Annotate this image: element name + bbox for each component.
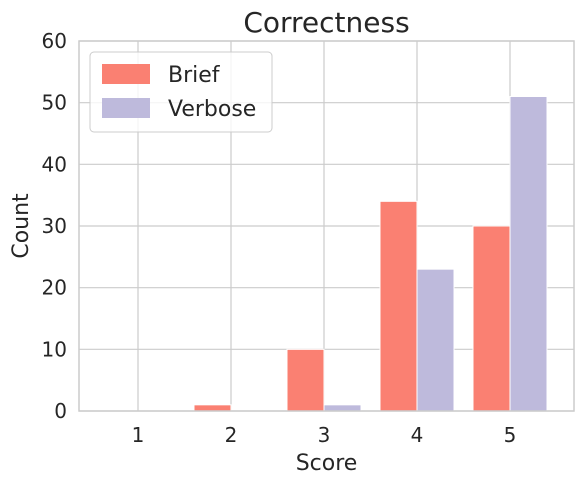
x-tick-label: 1 (132, 423, 145, 447)
x-tick-label: 3 (318, 423, 331, 447)
chart-title: Correctness (243, 6, 409, 39)
bar-brief-5 (472, 225, 511, 412)
y-tick-label: 30 (42, 214, 67, 238)
legend-label-brief: Brief (168, 63, 221, 88)
y-tick-label: 10 (42, 337, 67, 361)
y-tick-label: 50 (42, 91, 67, 115)
y-tick-label: 40 (42, 152, 67, 176)
bar-verbose-3 (323, 404, 362, 412)
bars-layer (193, 96, 548, 412)
legend: Brief Verbose (89, 51, 273, 133)
y-tick-label: 60 (42, 29, 67, 53)
y-tick-label: 20 (42, 276, 67, 300)
bar-brief-4 (379, 200, 418, 412)
plot-frame (78, 40, 575, 412)
x-axis-label: Score (296, 451, 358, 476)
x-tick-label: 4 (411, 423, 424, 447)
y-tick-label: 0 (54, 399, 67, 423)
bar-brief-2 (193, 404, 232, 412)
y-axis-label: Count (9, 193, 34, 259)
ticks-layer: 0 10 20 30 40 50 60 1 2 3 4 5 (42, 29, 517, 447)
bar-verbose-5 (509, 96, 548, 412)
bar-brief-3 (286, 348, 325, 412)
legend-label-verbose: Verbose (168, 97, 256, 122)
legend-swatch-brief (102, 64, 150, 84)
x-tick-label: 2 (225, 423, 238, 447)
x-tick-label: 5 (504, 423, 517, 447)
bar-verbose-4 (416, 268, 455, 412)
legend-swatch-verbose (102, 98, 150, 118)
